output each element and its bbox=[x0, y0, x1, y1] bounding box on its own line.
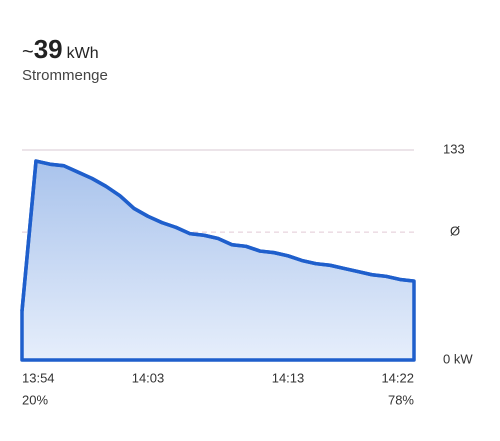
start-soc: 20% bbox=[22, 392, 48, 407]
energy-label: Strommenge bbox=[22, 67, 108, 84]
x-tick-label: 14:03 bbox=[132, 370, 165, 385]
energy-header: ~39 kWh bbox=[22, 34, 99, 65]
x-tick-label: 13:54 bbox=[22, 370, 55, 385]
y-tick-label: 0 kW bbox=[443, 351, 473, 366]
end-soc: 78% bbox=[388, 392, 414, 407]
average-label: Ø bbox=[450, 224, 460, 239]
energy-unit: kWh bbox=[66, 45, 99, 62]
y-tick-label: 133 bbox=[443, 141, 465, 156]
x-tick-label: 14:22 bbox=[381, 370, 414, 385]
line bbox=[20, 159, 415, 312]
approx-sign: ~ bbox=[22, 41, 34, 63]
x-tick-label: 14:13 bbox=[272, 370, 305, 385]
area-fill bbox=[20, 159, 416, 362]
energy-value: 39 bbox=[33, 34, 63, 64]
